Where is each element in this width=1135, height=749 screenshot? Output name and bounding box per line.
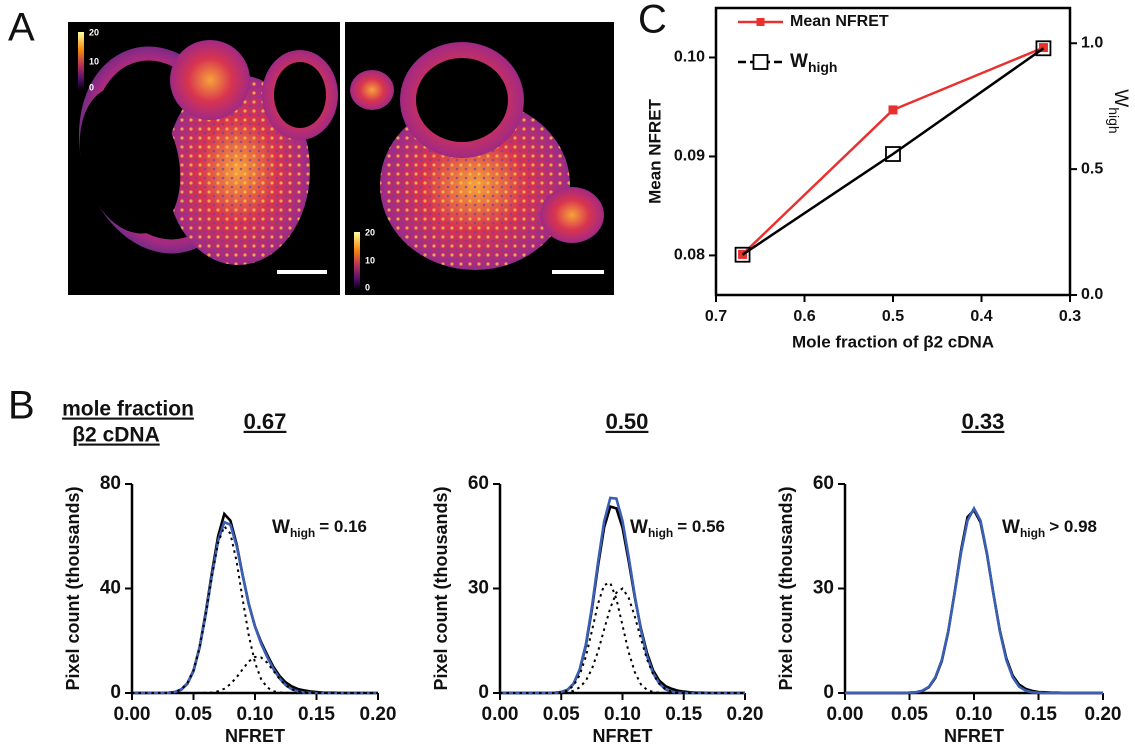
y-tick-label: 0.08 xyxy=(674,247,705,264)
x-tick-label: 0.05 xyxy=(175,704,212,725)
annotation-symbol: W xyxy=(272,517,290,538)
x-axis-label: Mole fraction of β2 cDNA xyxy=(792,332,994,351)
y-tick-label: 60 xyxy=(813,473,834,494)
colorbar-label: 10 xyxy=(365,255,375,265)
y-tick-label: 60 xyxy=(468,473,489,494)
series-line xyxy=(131,524,378,694)
x-tick-label: 0.20 xyxy=(360,704,397,725)
data-point xyxy=(1038,43,1048,53)
legend-marker xyxy=(756,18,765,26)
x-tick-label: 0.6 xyxy=(793,308,815,325)
x-tick-label: 0.7 xyxy=(705,308,727,325)
x-tick-label: 0.00 xyxy=(114,704,151,725)
data-point xyxy=(888,105,898,115)
x-tick-label: 0.20 xyxy=(727,704,764,725)
x-tick-label: 0.3 xyxy=(1059,308,1081,325)
y-tick-label: 40 xyxy=(100,578,121,599)
x-tick-label: 0.15 xyxy=(1020,704,1057,725)
axis-line xyxy=(843,484,1103,695)
series-line xyxy=(741,47,1045,256)
colorbar-label: 20 xyxy=(89,27,99,37)
chart-title: 0.33 xyxy=(962,409,1005,434)
y2-label-symbol: W xyxy=(1110,89,1131,107)
series-line xyxy=(131,520,378,695)
x-axis-label: NFRET xyxy=(225,726,285,746)
x-tick-label: 0.00 xyxy=(827,704,864,725)
chart-title: 0.67 xyxy=(244,409,287,434)
series-line xyxy=(132,655,378,694)
series-line xyxy=(131,511,378,695)
y-tick-label: 30 xyxy=(813,578,834,599)
header-text: β2 cDNA xyxy=(72,424,160,447)
colorbar-label: 10 xyxy=(89,56,99,66)
x-tick-label: 0.15 xyxy=(665,704,702,725)
x-tick-label: 0.05 xyxy=(891,704,928,725)
header-text: mole fraction xyxy=(62,398,194,421)
data-point xyxy=(1035,40,1052,57)
x-tick-label: 0.20 xyxy=(1085,704,1122,725)
y2-axis-label: Whigh xyxy=(1106,89,1131,133)
annotation-symbol: W xyxy=(630,517,648,538)
y2-tick-label: 0.5 xyxy=(1081,160,1103,177)
panel-label: A xyxy=(8,6,35,50)
x-tick-label: 0.05 xyxy=(543,704,580,725)
y2-label-subscript: high xyxy=(1106,107,1122,133)
series-line xyxy=(845,507,1103,695)
y-tick-label: 0.10 xyxy=(674,49,705,66)
legend-marker xyxy=(752,54,769,70)
annotation-subscript: high xyxy=(290,526,315,540)
annotation-text: = 0.56 xyxy=(677,517,725,536)
series-line xyxy=(500,581,745,694)
data-point xyxy=(885,146,901,162)
x-tick-label: 0.15 xyxy=(298,704,335,725)
x-tick-label: 0.5 xyxy=(882,308,904,325)
annotation: Whigh = 0.16 xyxy=(272,517,367,540)
y-tick-label: 0 xyxy=(110,682,121,703)
y-axis-label: Mean NFRET xyxy=(645,98,664,203)
colorbar-label: 0 xyxy=(365,282,370,292)
series-line xyxy=(500,587,745,694)
axis-line xyxy=(130,484,378,695)
annotation-subscript: high xyxy=(1020,526,1045,540)
x-axis-label: NFRET xyxy=(593,726,653,746)
chart-title: 0.50 xyxy=(606,409,649,434)
micrograph xyxy=(345,22,614,295)
x-tick-label: 0.10 xyxy=(956,704,993,725)
y-axis-label: Pixel count (thousands) xyxy=(776,486,796,690)
panel-label: C xyxy=(638,0,667,42)
y-axis-label: Pixel count (thousands) xyxy=(431,486,451,690)
x-tick-label: 0.00 xyxy=(482,704,519,725)
y2-tick-label: 1.0 xyxy=(1081,34,1103,51)
panel-label: B xyxy=(8,384,35,428)
legend-name: W xyxy=(790,51,808,72)
y-tick-label: 0 xyxy=(823,682,834,703)
colorbar-label: 20 xyxy=(365,227,375,237)
annotation-subscript: high xyxy=(648,526,673,540)
legend-label: Mean NFRET xyxy=(790,13,889,30)
x-axis-label: NFRET xyxy=(944,726,1004,746)
y-axis-label: Pixel count (thousands) xyxy=(63,486,83,690)
series-line xyxy=(845,505,1103,695)
annotation-text: > 0.98 xyxy=(1049,517,1097,536)
x-tick-label: 0.10 xyxy=(237,704,274,725)
micrograph xyxy=(68,22,340,295)
legend-name: Mean NFRET xyxy=(790,13,889,30)
legend-label: Whigh xyxy=(790,51,837,75)
annotation: Whigh > 0.98 xyxy=(1002,517,1097,540)
annotation-symbol: W xyxy=(1002,517,1020,538)
y2-tick-label: 0.0 xyxy=(1081,286,1103,303)
annotation-text: = 0.16 xyxy=(319,517,367,536)
y-tick-label: 0 xyxy=(478,682,489,703)
y-tick-label: 80 xyxy=(100,473,121,494)
annotation: Whigh = 0.56 xyxy=(630,517,725,540)
y-tick-label: 30 xyxy=(468,578,489,599)
plot-frame xyxy=(714,6,1072,297)
data-point xyxy=(734,246,751,263)
legend-subscript: high xyxy=(808,59,838,75)
x-tick-label: 0.4 xyxy=(970,308,992,325)
colorbar-label: 0 xyxy=(89,82,94,92)
x-tick-label: 0.10 xyxy=(604,704,641,725)
y-tick-label: 0.09 xyxy=(674,148,705,165)
